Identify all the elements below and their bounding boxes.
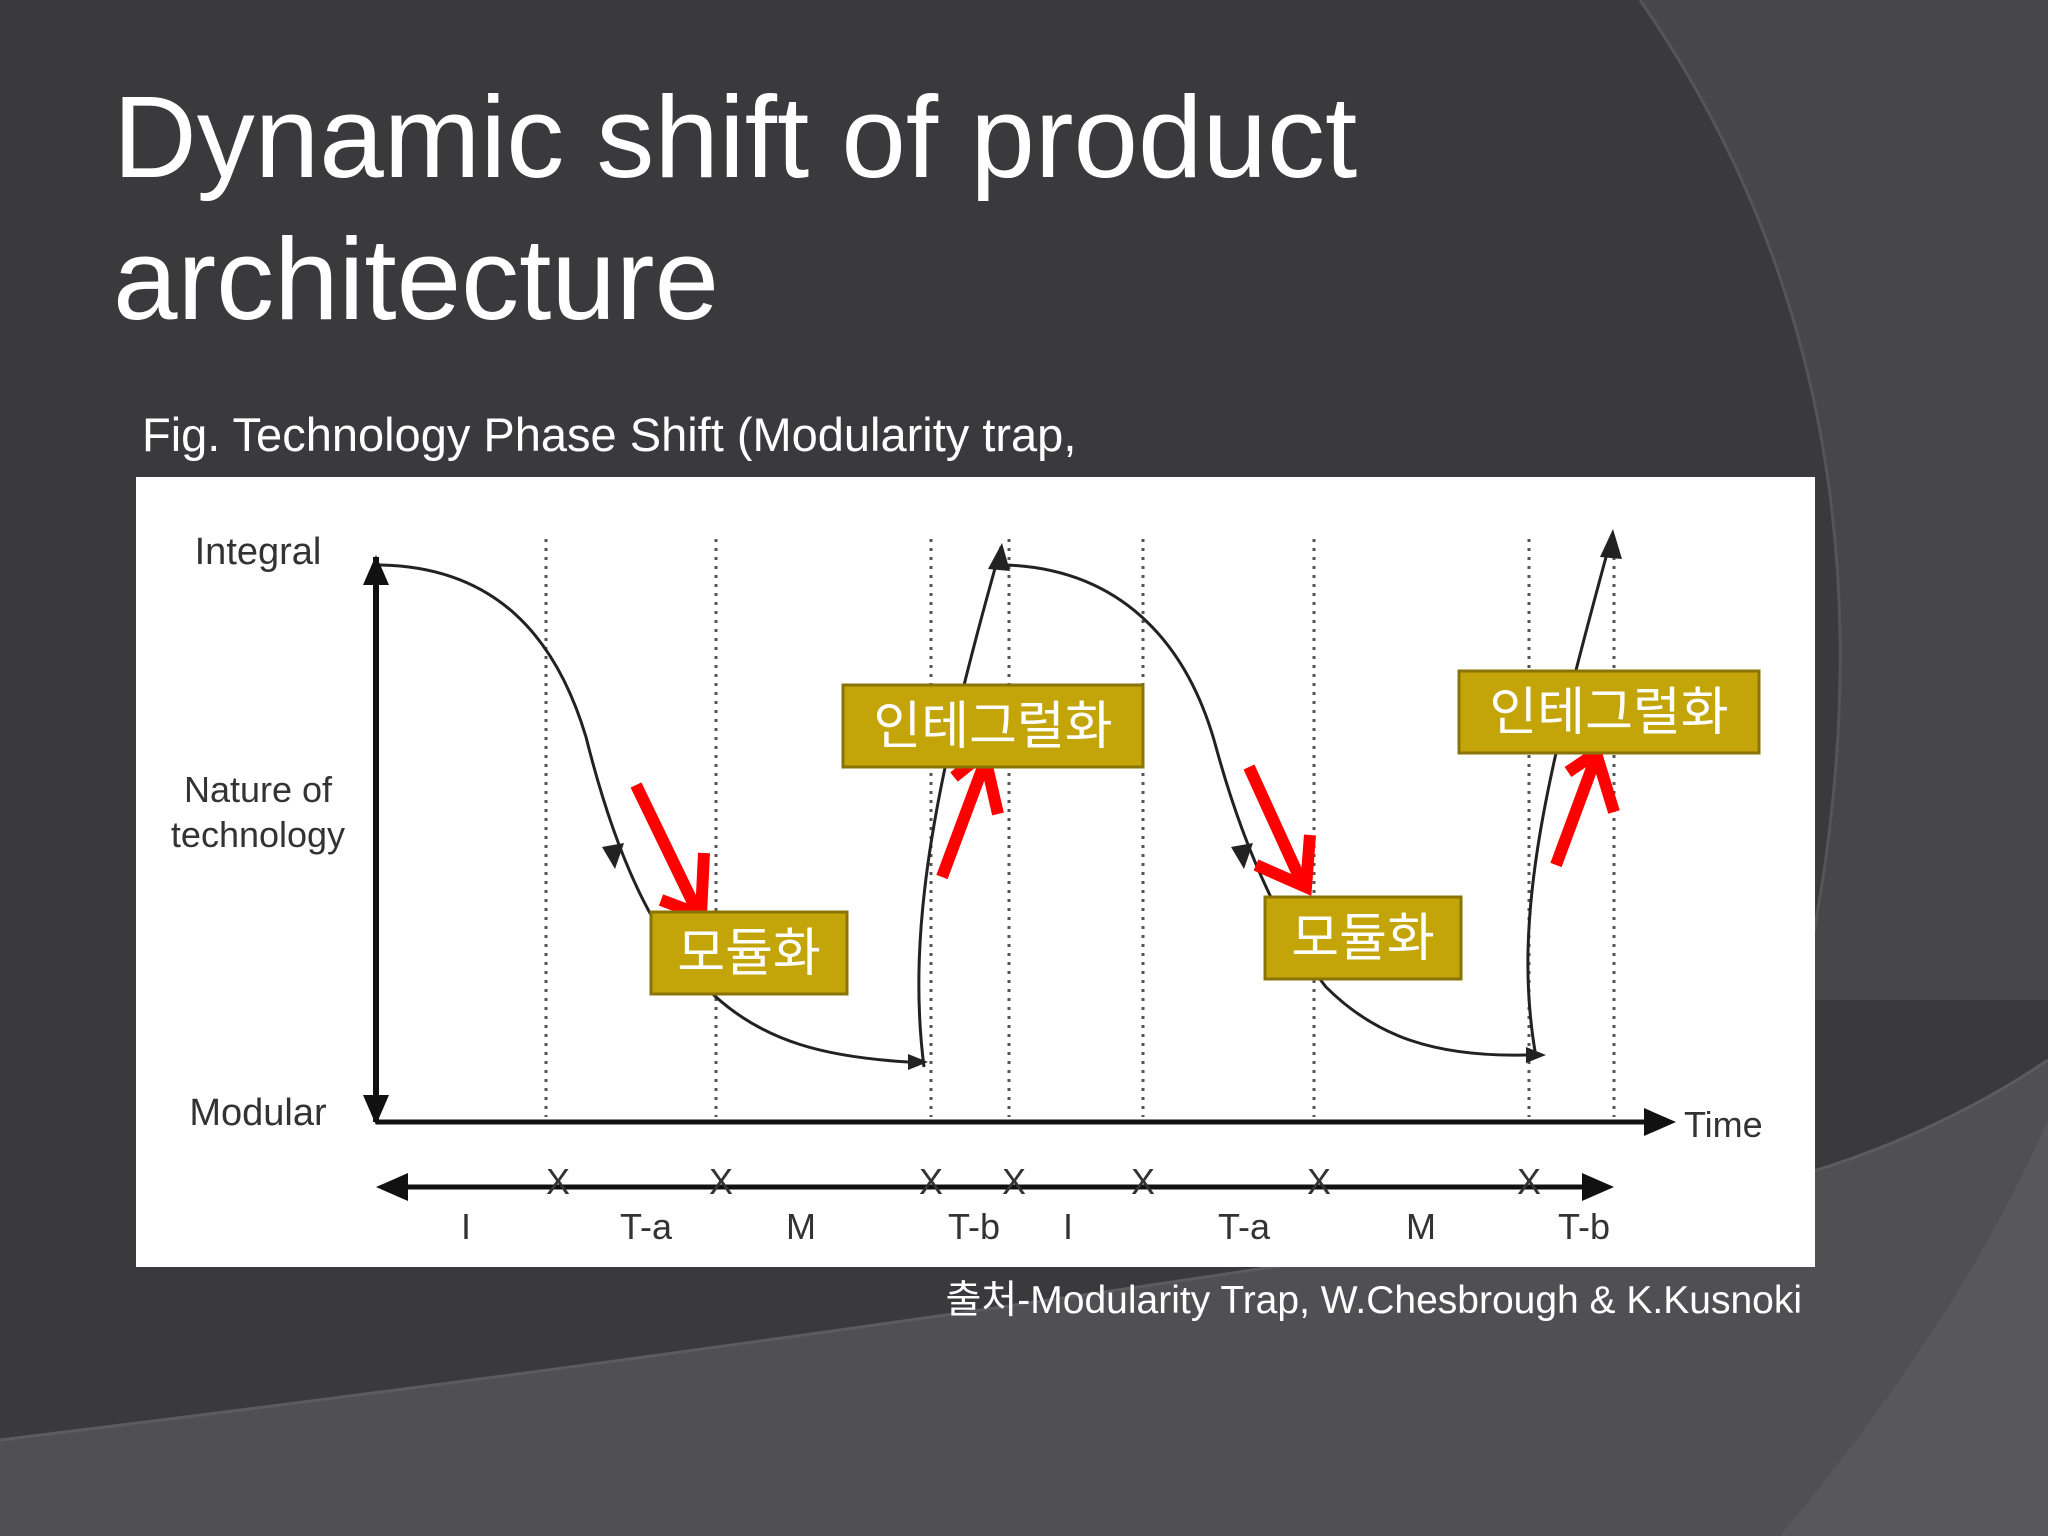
tag-integralize-1-text: 인테그럴화 [873,697,1112,757]
source-citation: 출처-Modularity Trap, W.Chesbrough & K.Kus… [945,1279,1802,1322]
phase-shift-diagram: Integral Nature of technology Modular Ti… [136,477,1815,1267]
label-time: Time [1684,1104,1763,1145]
phase-marker: X [1307,1161,1331,1202]
red-arrow-down-2 [1243,764,1316,896]
tag-integralize-2: 인테그럴화 [1457,669,1761,755]
slide-title: Dynamic shift of product architecture [113,72,1358,344]
label-integral: Integral [195,531,322,573]
phase-marker: X [546,1161,570,1202]
phase-label: T-b [1558,1206,1610,1247]
label-nature-of: Nature of [184,769,333,810]
phase-timeline [376,1173,1614,1201]
phase-label: I [461,1206,471,1247]
tag-modularize-2: 모듈화 [1263,895,1463,981]
curve-modular-to-integral-2 [1526,534,1614,1058]
phase-label: T-a [1218,1206,1271,1247]
curve-arrowheads [602,529,1622,1070]
phase-marker: X [1517,1161,1541,1202]
phase-marker: X [919,1161,943,1202]
phase-markers: X X X X X X X [546,1161,1541,1202]
phase-label: M [1406,1206,1436,1247]
curve-modular-to-integral-1 [917,546,1003,1068]
phase-label: T-a [620,1206,673,1247]
phase-marker: X [1131,1161,1155,1202]
tag-modularize-1: 모듈화 [649,910,849,996]
phase-marker: X [709,1161,733,1202]
phase-labels: I T-a M T-b I T-a M T-b [461,1206,1610,1247]
technology-curves [379,534,1614,1068]
label-modular: Modular [189,1092,327,1134]
phase-boundary-lines [544,539,1616,1117]
y-axis [363,555,389,1125]
curve-integral-to-modular-1 [379,563,909,1064]
tag-integralize-2-text: 인테그럴화 [1489,683,1728,743]
x-axis [376,1108,1676,1136]
red-arrow-up-1 [936,742,1004,880]
label-technology: technology [171,814,345,855]
figure-caption: Fig. Technology Phase Shift (Modularity … [142,408,1077,461]
phase-label: T-b [948,1206,1000,1247]
tag-modularize-1-text: 모듈화 [677,924,821,984]
red-arrows [630,742,1620,924]
red-arrow-up-2 [1550,743,1620,868]
tag-integralize-1: 인테그럴화 [841,683,1145,769]
phase-label: I [1063,1206,1073,1247]
tag-modularize-2-text: 모듈화 [1291,909,1435,969]
phase-marker: X [1002,1161,1026,1202]
phase-label: M [786,1206,816,1247]
red-arrow-down-1 [630,782,710,924]
